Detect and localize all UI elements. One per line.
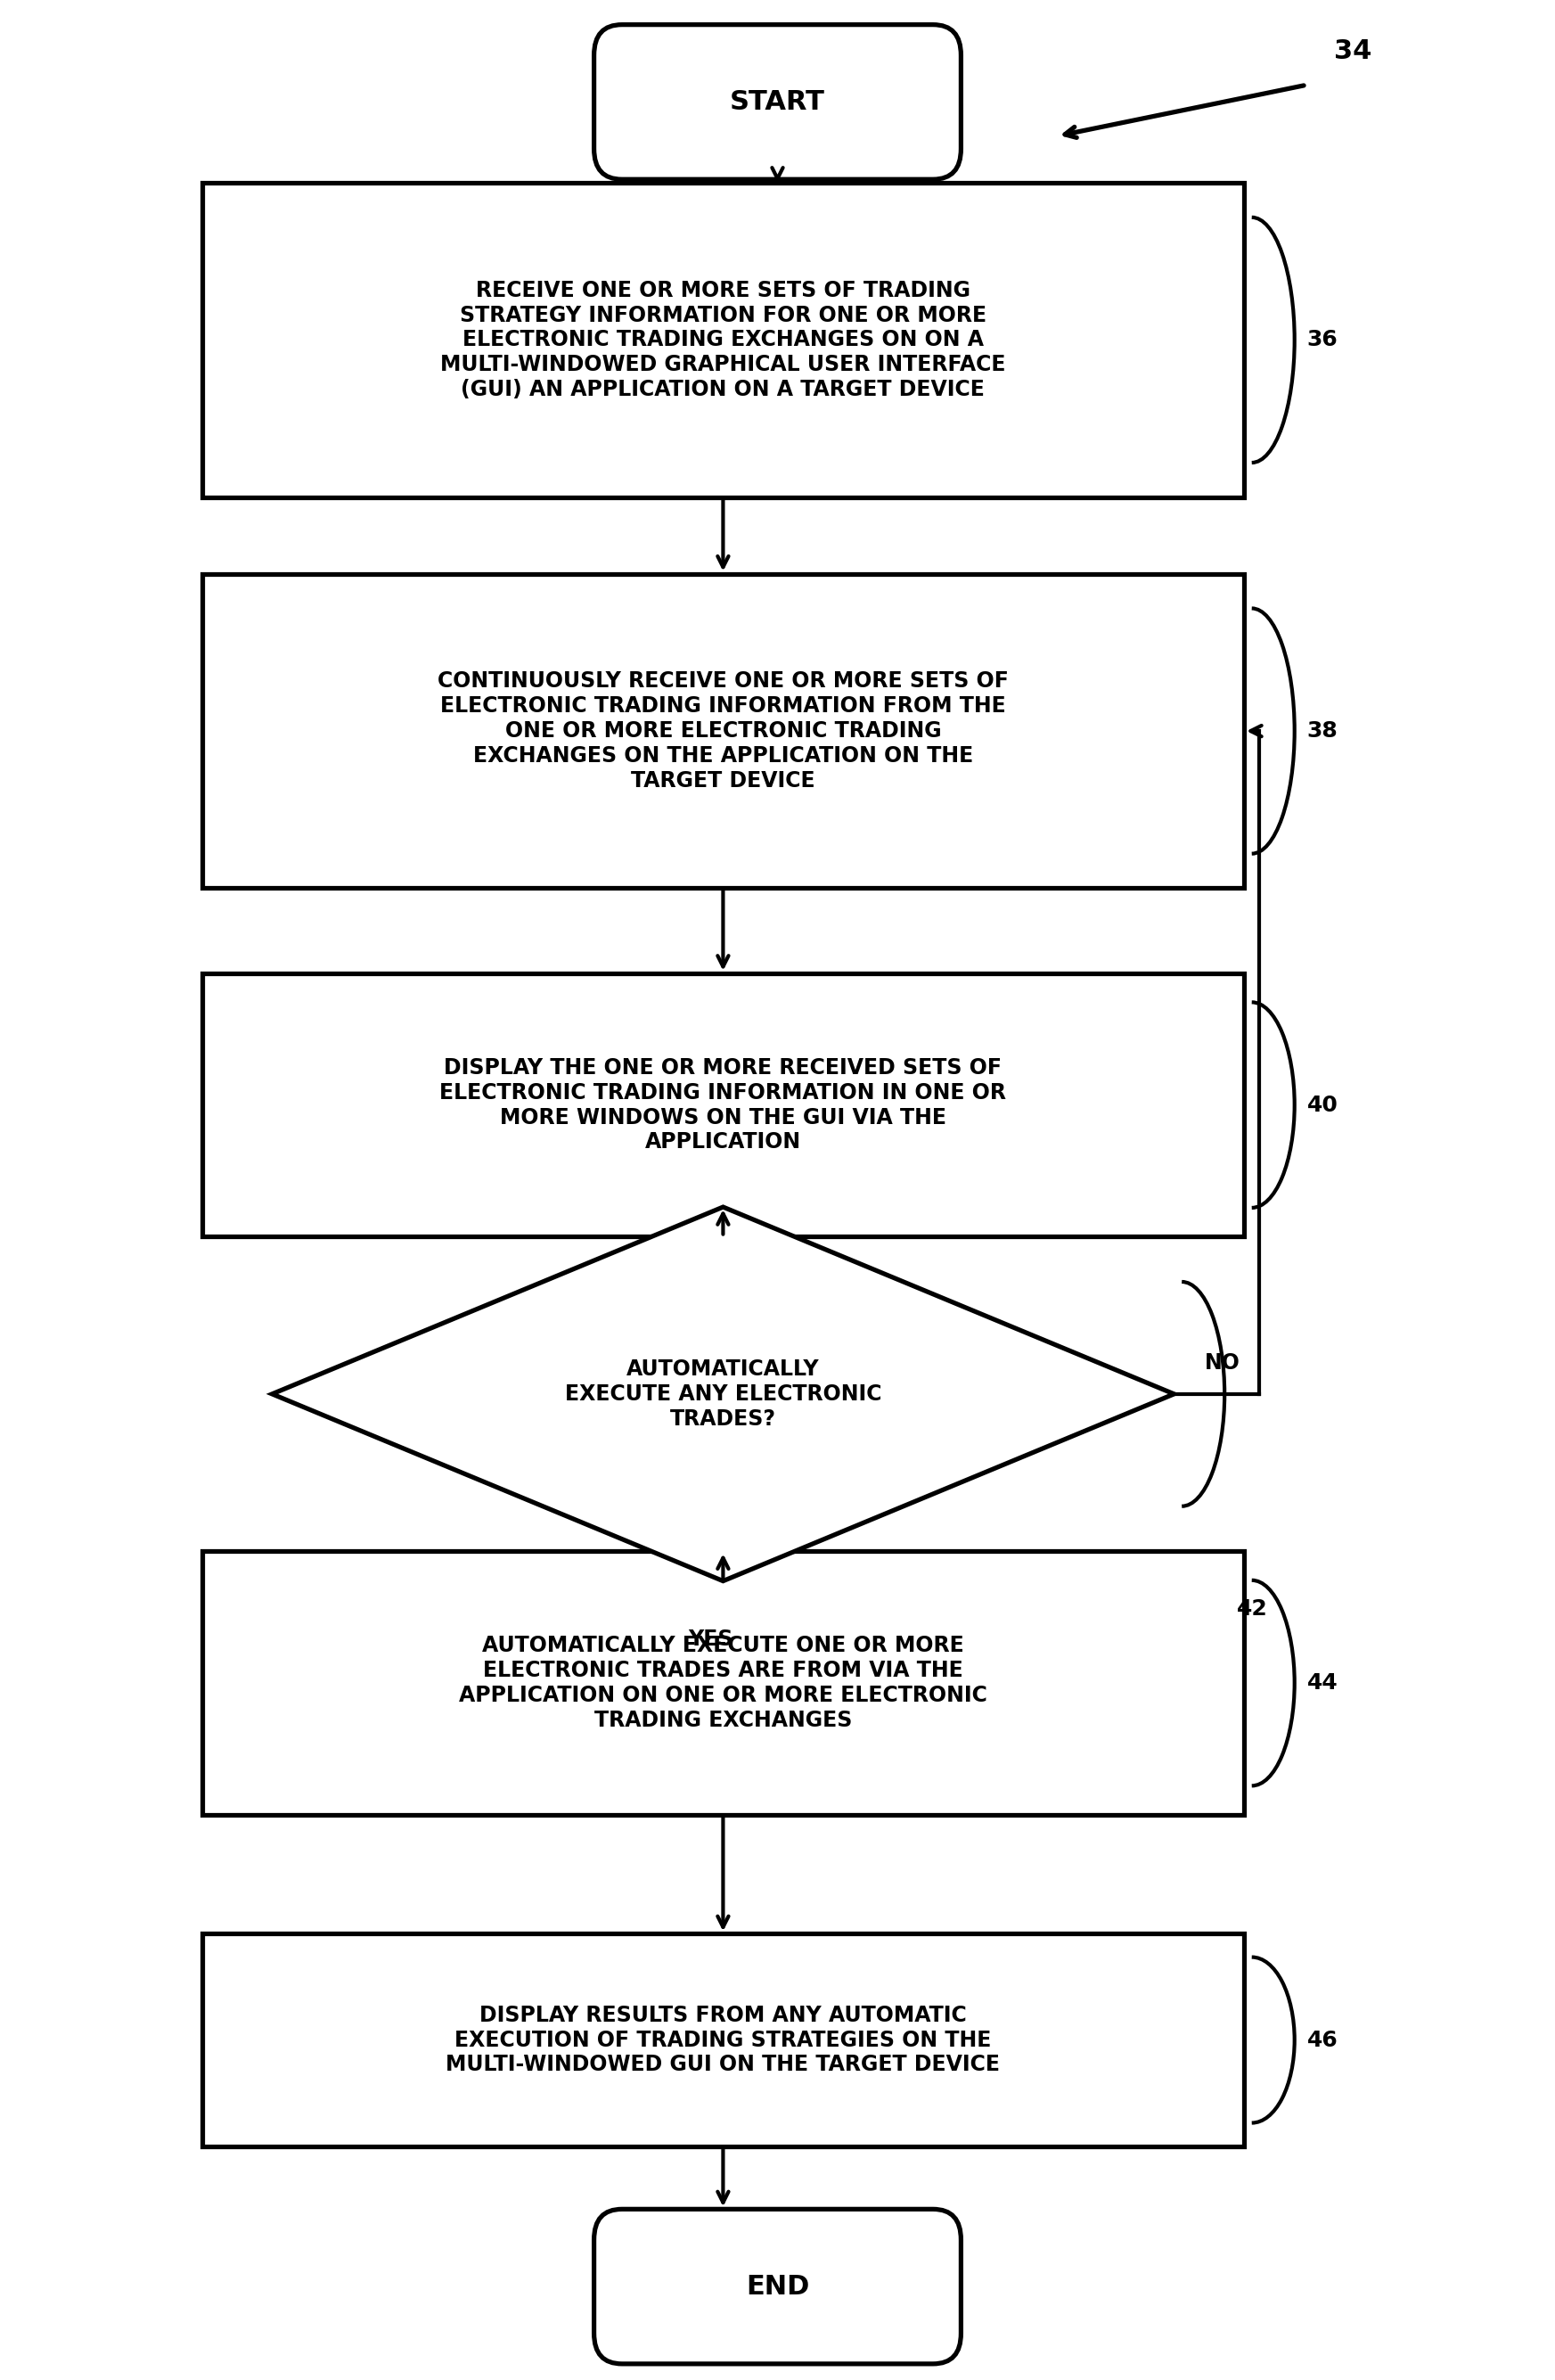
Polygon shape: [272, 1207, 1174, 1580]
FancyBboxPatch shape: [594, 2209, 961, 2363]
Bar: [202, 1933, 1244, 2147]
Text: 42: 42: [1238, 1597, 1267, 1618]
Text: END: END: [746, 2273, 809, 2299]
Text: 40: 40: [1306, 1095, 1337, 1116]
Text: RECEIVE ONE OR MORE SETS OF TRADING
STRATEGY INFORMATION FOR ONE OR MORE
ELECTRO: RECEIVE ONE OR MORE SETS OF TRADING STRA…: [440, 281, 1006, 400]
Text: AUTOMATICALLY
EXECUTE ANY ELECTRONIC
TRADES?: AUTOMATICALLY EXECUTE ANY ELECTRONIC TRA…: [564, 1359, 882, 1430]
Text: 36: 36: [1306, 328, 1337, 350]
Bar: [202, 183, 1244, 497]
Text: NO: NO: [1205, 1352, 1241, 1373]
Bar: [202, 973, 1244, 1238]
Text: DISPLAY RESULTS FROM ANY AUTOMATIC
EXECUTION OF TRADING STRATEGIES ON THE
MULTI-: DISPLAY RESULTS FROM ANY AUTOMATIC EXECU…: [446, 2004, 1000, 2075]
Text: CONTINUOUSLY RECEIVE ONE OR MORE SETS OF
ELECTRONIC TRADING INFORMATION FROM THE: CONTINUOUSLY RECEIVE ONE OR MORE SETS OF…: [437, 671, 1009, 790]
Bar: [202, 574, 1244, 888]
Text: 44: 44: [1306, 1673, 1337, 1695]
Text: 34: 34: [1334, 38, 1372, 64]
Text: 38: 38: [1306, 721, 1337, 743]
Text: YES: YES: [689, 1628, 732, 1649]
Text: 46: 46: [1306, 2030, 1337, 2052]
Text: START: START: [729, 88, 826, 114]
Text: DISPLAY THE ONE OR MORE RECEIVED SETS OF
ELECTRONIC TRADING INFORMATION IN ONE O: DISPLAY THE ONE OR MORE RECEIVED SETS OF…: [440, 1057, 1006, 1152]
Text: AUTOMATICALLY EXECUTE ONE OR MORE
ELECTRONIC TRADES ARE FROM VIA THE
APPLICATION: AUTOMATICALLY EXECUTE ONE OR MORE ELECTR…: [459, 1635, 987, 1730]
Bar: [202, 1552, 1244, 1814]
FancyBboxPatch shape: [594, 24, 961, 178]
